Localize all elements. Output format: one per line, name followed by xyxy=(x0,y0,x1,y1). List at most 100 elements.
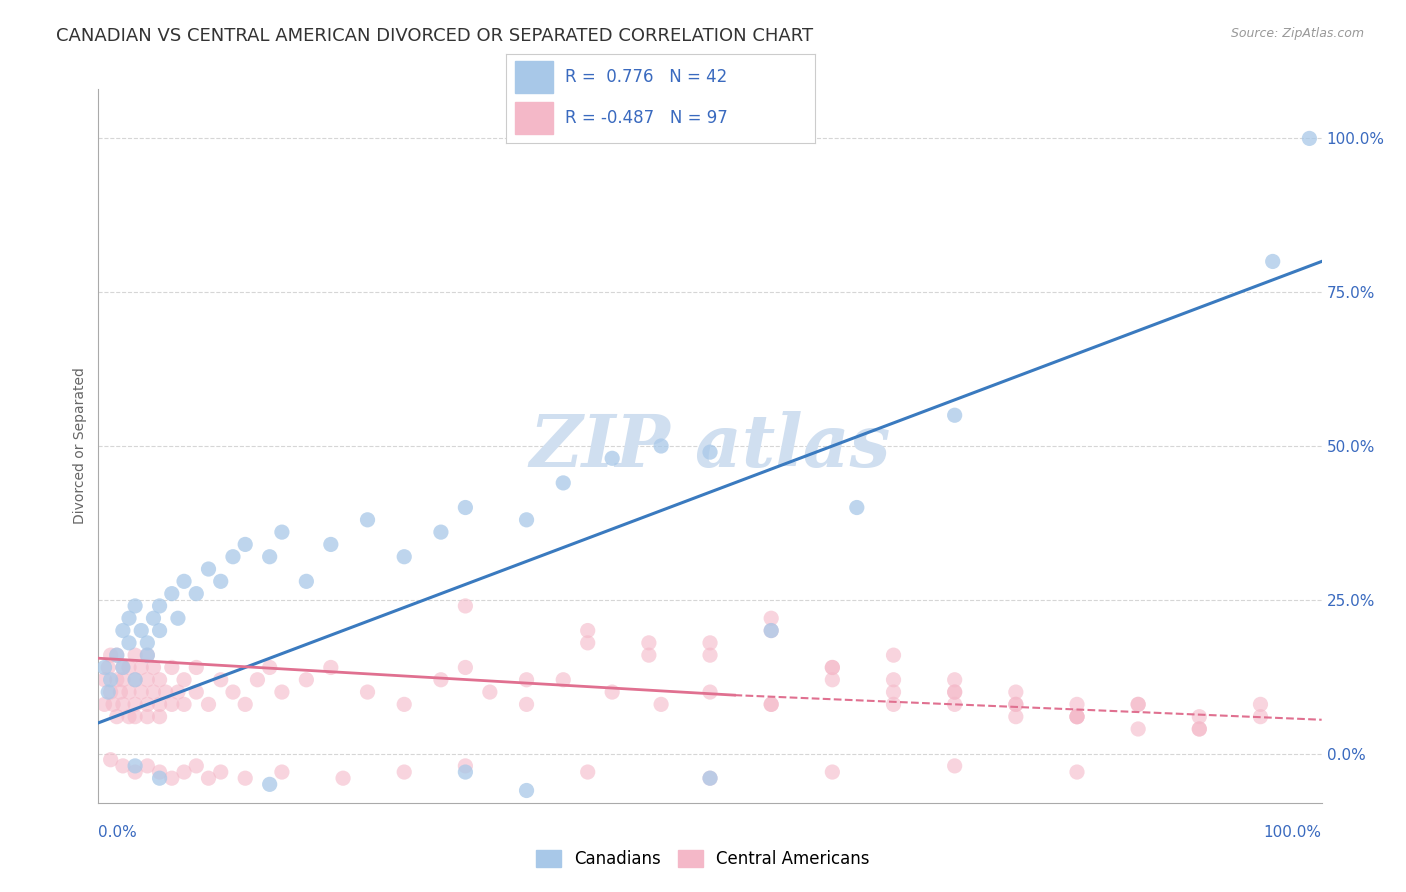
Point xyxy=(392,765,416,780)
Point xyxy=(943,409,966,423)
Point xyxy=(124,698,146,712)
Point xyxy=(1188,722,1211,736)
Point xyxy=(600,451,623,466)
Point xyxy=(259,660,281,674)
Point xyxy=(186,587,208,601)
Point xyxy=(576,636,599,650)
Point xyxy=(1188,722,1211,736)
Point xyxy=(454,500,477,515)
Point xyxy=(699,771,721,785)
Point xyxy=(430,525,453,540)
Point xyxy=(1066,709,1088,723)
Point xyxy=(821,673,844,687)
Text: CANADIAN VS CENTRAL AMERICAN DIVORCED OR SEPARATED CORRELATION CHART: CANADIAN VS CENTRAL AMERICAN DIVORCED OR… xyxy=(56,27,813,45)
Point xyxy=(105,648,128,662)
Point xyxy=(129,624,152,638)
Point xyxy=(699,636,721,650)
Point xyxy=(111,624,134,638)
Point xyxy=(332,771,354,785)
Point xyxy=(356,513,378,527)
Point xyxy=(93,673,115,687)
Point xyxy=(129,660,152,674)
Point xyxy=(160,587,183,601)
Point xyxy=(553,475,575,490)
Point xyxy=(1128,698,1150,712)
Point xyxy=(209,673,232,687)
Point xyxy=(1066,709,1088,723)
Point xyxy=(136,709,159,723)
Point xyxy=(149,624,172,638)
Point xyxy=(1004,685,1026,699)
Point xyxy=(136,648,159,662)
Text: R = -0.487   N = 97: R = -0.487 N = 97 xyxy=(565,109,728,127)
Point xyxy=(118,636,141,650)
Point xyxy=(392,549,416,564)
Point xyxy=(1066,698,1088,712)
Point xyxy=(118,685,141,699)
Point xyxy=(124,648,146,662)
Point xyxy=(259,549,281,564)
Point xyxy=(233,771,256,785)
Point xyxy=(197,562,219,576)
Point xyxy=(699,685,721,699)
Point xyxy=(173,673,195,687)
Point xyxy=(136,673,159,687)
Point xyxy=(222,685,245,699)
Point xyxy=(142,611,165,625)
Point xyxy=(1298,131,1320,145)
Point xyxy=(197,771,219,785)
Text: ZIP atlas: ZIP atlas xyxy=(530,410,890,482)
Point xyxy=(943,685,966,699)
Point xyxy=(515,698,537,712)
Point xyxy=(173,765,195,780)
Point xyxy=(136,759,159,773)
Point xyxy=(124,765,146,780)
Point xyxy=(883,648,905,662)
Point xyxy=(943,759,966,773)
Point xyxy=(110,685,132,699)
Point xyxy=(186,759,208,773)
Point xyxy=(1004,709,1026,723)
Point xyxy=(124,673,146,687)
Point xyxy=(761,624,783,638)
Point xyxy=(1128,722,1150,736)
Point xyxy=(186,660,208,674)
Text: 0.0%: 0.0% xyxy=(98,825,138,840)
Point xyxy=(149,709,172,723)
Point xyxy=(124,709,146,723)
Point xyxy=(97,660,120,674)
Point xyxy=(222,549,245,564)
Point xyxy=(136,648,159,662)
Point xyxy=(515,783,537,797)
Point xyxy=(1004,698,1026,712)
Point xyxy=(111,660,134,674)
Point xyxy=(160,698,183,712)
Point xyxy=(454,765,477,780)
Point xyxy=(295,574,318,589)
Point xyxy=(93,660,115,674)
Point xyxy=(233,698,256,712)
Point xyxy=(173,698,195,712)
Point xyxy=(943,673,966,687)
Point xyxy=(149,698,172,712)
Point xyxy=(883,673,905,687)
Point xyxy=(270,685,294,699)
Point xyxy=(1128,698,1150,712)
Point xyxy=(105,673,128,687)
Point xyxy=(233,537,256,551)
Point xyxy=(650,698,672,712)
Point xyxy=(173,574,195,589)
Point xyxy=(761,698,783,712)
Point xyxy=(111,759,134,773)
Point xyxy=(149,599,172,613)
Bar xyxy=(516,102,553,134)
Point xyxy=(883,685,905,699)
Point xyxy=(111,673,134,687)
Point xyxy=(149,765,172,780)
Point xyxy=(101,698,124,712)
Point xyxy=(515,673,537,687)
Point xyxy=(943,685,966,699)
Point xyxy=(149,771,172,785)
Point xyxy=(160,771,183,785)
Point xyxy=(160,660,183,674)
